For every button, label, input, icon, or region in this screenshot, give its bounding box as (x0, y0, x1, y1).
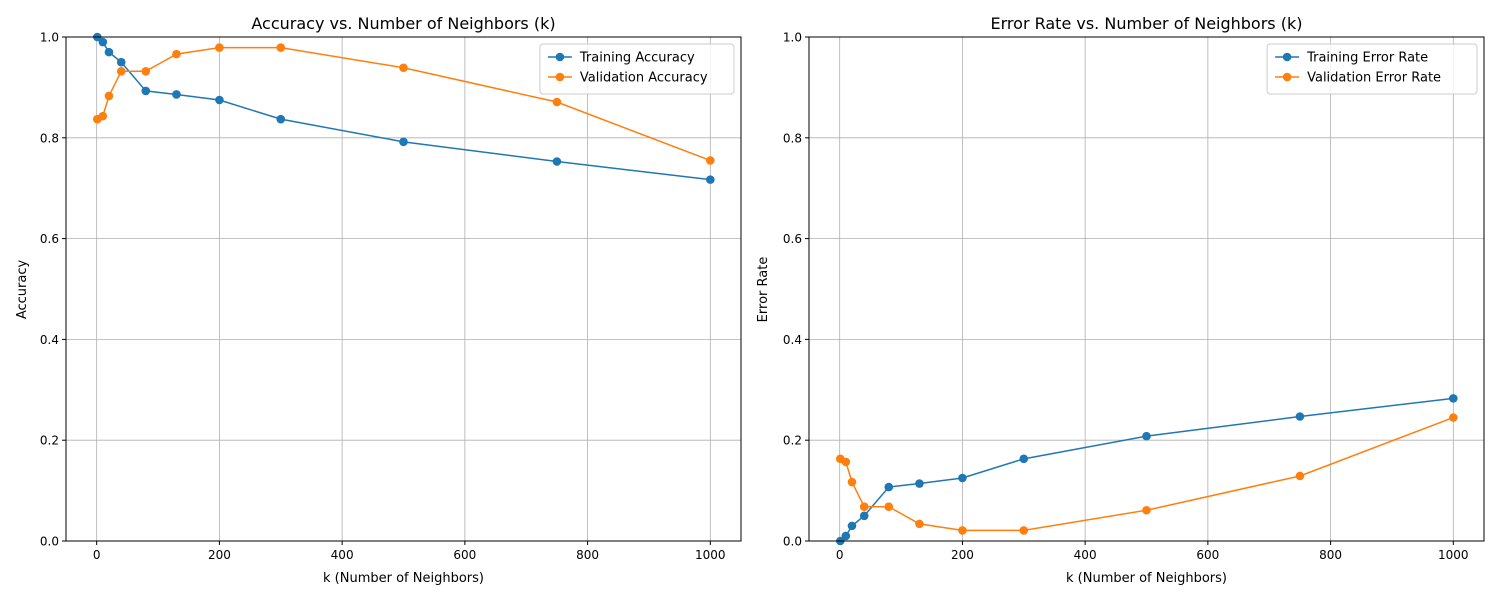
data-point (1019, 526, 1029, 535)
data-point (847, 521, 857, 531)
axes-frame (808, 36, 1485, 542)
y-tick-label: 0.2 (40, 434, 59, 448)
data-point (276, 43, 286, 52)
data-point (104, 47, 114, 57)
axes-frame (65, 36, 742, 542)
legend-label: Validation Accuracy (580, 71, 708, 86)
y-tick-label: 1.0 (783, 31, 802, 45)
legend-box (1266, 43, 1478, 95)
data-point (884, 502, 894, 512)
data-point (172, 90, 181, 99)
data-point (1295, 471, 1305, 481)
series (92, 32, 715, 184)
x-tick-label: 800 (576, 548, 599, 562)
y-tick-label: 0.0 (783, 535, 802, 549)
legend-marker (1282, 72, 1292, 82)
x-tick-label: 200 (951, 548, 974, 562)
data-point (215, 95, 224, 105)
data-point (141, 86, 151, 96)
data-point (706, 175, 715, 184)
x-tick-label: 600 (453, 548, 476, 562)
data-point (1019, 454, 1029, 464)
data-point (706, 156, 715, 165)
data-point (399, 137, 408, 147)
data-point (884, 482, 894, 492)
data-point (116, 66, 126, 76)
chart-title: Accuracy vs. Number of Neighbors (k) (251, 14, 555, 33)
data-point (958, 473, 967, 483)
error-rate-chart: Error Rate vs. Number of Neighbors (k) k… (756, 14, 1485, 586)
data-point (1449, 413, 1458, 422)
data-point (841, 457, 851, 467)
data-point (1449, 394, 1458, 403)
x-tick-label: 600 (1196, 548, 1219, 562)
data-point (172, 49, 181, 59)
y-tick-label: 0.8 (40, 131, 59, 145)
data-point (98, 111, 108, 121)
data-point (915, 519, 924, 529)
ticks: 0 200 400 600 800 1000 0.0 0.2 0.4 0.6 0.8 1.0 (40, 31, 726, 563)
y-tick-label: 1.0 (40, 31, 59, 45)
x-tick-label: 400 (1074, 548, 1097, 562)
data-point (958, 526, 967, 535)
data-point (552, 97, 562, 107)
series-training (835, 394, 1458, 546)
x-axis-label: k (Number of Neighbors) (1066, 571, 1227, 586)
data-point (859, 511, 869, 521)
y-tick-label: 0.0 (40, 535, 59, 549)
series-validation (835, 413, 1458, 535)
legend-marker (1282, 52, 1292, 62)
data-point (859, 502, 869, 512)
x-tick-label: 0 (93, 548, 101, 562)
y-tick-label: 0.6 (40, 232, 59, 246)
y-tick-label: 0.4 (783, 333, 802, 347)
data-point (847, 477, 857, 487)
series (835, 394, 1458, 546)
y-axis-label: Accuracy (15, 260, 30, 320)
data-point (1142, 505, 1151, 515)
x-tick-label: 1000 (695, 548, 726, 562)
y-axis-label: Error Rate (756, 257, 771, 323)
legend-marker (555, 72, 565, 82)
series-training (92, 32, 715, 184)
y-tick-label: 0.2 (783, 434, 802, 448)
legend-marker (555, 52, 565, 62)
x-tick-label: 1000 (1438, 548, 1469, 562)
data-point (1142, 431, 1151, 441)
x-tick-label: 200 (208, 548, 231, 562)
legend-box (539, 43, 735, 95)
y-tick-label: 0.8 (783, 131, 802, 145)
x-tick-label: 0 (836, 548, 844, 562)
accuracy-chart: Accuracy vs. Number of Neighbors (k) k (… (15, 14, 742, 586)
y-tick-label: 0.6 (783, 232, 802, 246)
legend: Training Accuracy Validation Accuracy (539, 43, 735, 95)
x-tick-label: 400 (331, 548, 354, 562)
x-tick-label: 800 (1319, 548, 1342, 562)
data-point (104, 91, 114, 101)
y-tick-label: 0.4 (40, 333, 59, 347)
series-validation (92, 43, 715, 165)
data-point (1295, 412, 1305, 421)
data-point (552, 157, 562, 166)
data-point (276, 114, 286, 124)
data-point (215, 43, 224, 52)
x-axis-label: k (Number of Neighbors) (323, 571, 484, 586)
data-point (98, 37, 108, 47)
legend-label: Validation Error Rate (1307, 71, 1441, 86)
data-point (841, 531, 851, 541)
ticks: 0 200 400 600 800 1000 0.0 0.2 0.4 0.6 0.8 1.0 (783, 31, 1469, 563)
legend-label: Training Accuracy (579, 51, 695, 66)
grid (66, 36, 741, 542)
chart-title: Error Rate vs. Number of Neighbors (k) (991, 14, 1303, 33)
data-point (915, 479, 924, 488)
data-point (116, 57, 126, 67)
data-point (141, 66, 151, 76)
legend: Training Error Rate Validation Error Rate (1266, 43, 1478, 95)
legend-label: Training Error Rate (1306, 51, 1428, 66)
data-point (399, 63, 408, 73)
